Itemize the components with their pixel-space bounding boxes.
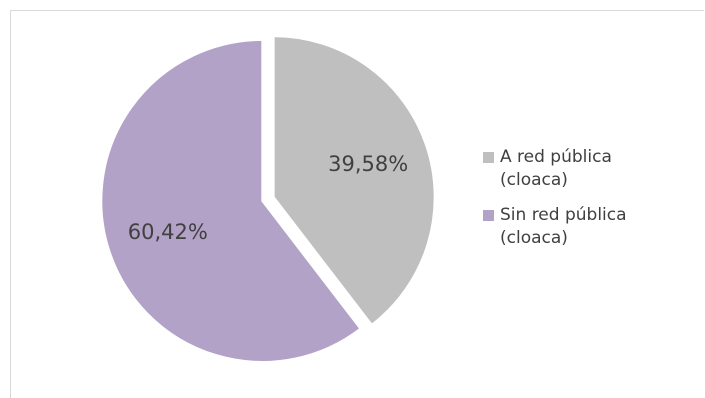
legend-label-sin-red-publica: Sin red pública (cloaca) [500,205,627,248]
pie-data-labels: 39,58% 60,42% [128,152,408,244]
chart-legend: A red pública (cloaca) Sin red pública (… [483,146,693,262]
chart-border-left [10,10,11,398]
legend-item-red-publica: A red pública (cloaca) [483,146,693,192]
legend-item-sin-red-publica: Sin red pública (cloaca) [483,204,693,250]
pie-slice-red-publica [272,35,436,327]
pie-slices [100,35,436,363]
data-label-red-publica: 39,58% [328,152,408,176]
legend-label-red-publica: A red pública (cloaca) [500,147,612,190]
chart-border-top [10,10,704,11]
legend-swatch-sin-red-publica [483,210,494,221]
pie-slice-sin-red-publica [100,38,362,363]
legend-swatch-red-publica [483,152,494,163]
data-label-sin-red-publica: 60,42% [128,220,208,244]
